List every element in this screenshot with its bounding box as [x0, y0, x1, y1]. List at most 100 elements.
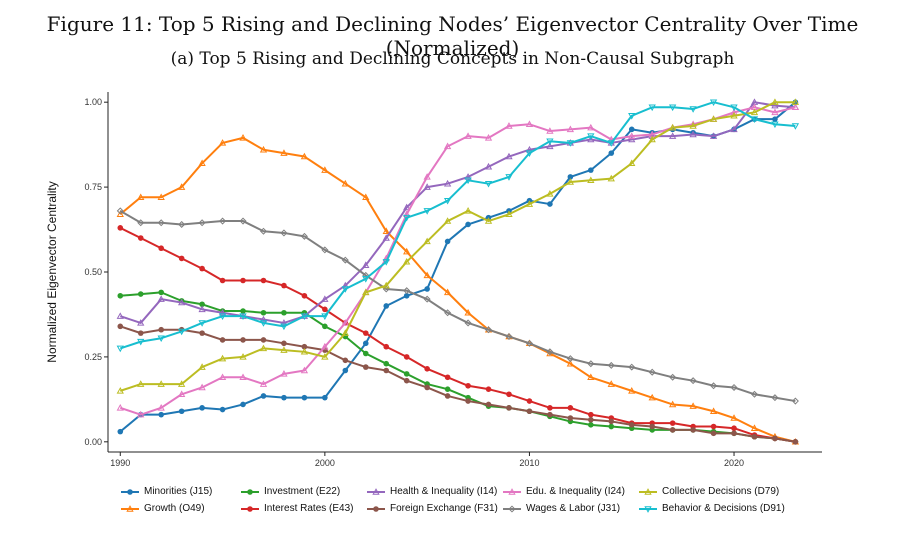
data-point-wages-labor-j31 — [546, 348, 554, 356]
data-point-growth-o49 — [669, 400, 677, 408]
data-point-wages-labor-j31 — [485, 326, 493, 334]
data-point-collective-decisions-d79 — [689, 122, 697, 129]
x-tick-label: 1990 — [110, 458, 130, 468]
legend-label: Behavior & Decisions (D91) — [662, 503, 785, 514]
data-point-foreign-exchange-f31 — [608, 418, 615, 425]
data-point-collective-decisions-d79 — [198, 363, 206, 370]
legend-marker — [508, 487, 516, 495]
data-point-wages-labor-j31 — [669, 373, 677, 381]
data-point-foreign-exchange-f31 — [301, 343, 308, 350]
data-point-wages-labor-j31 — [321, 246, 329, 254]
data-point-edu-inequality-i24 — [628, 132, 636, 139]
data-point-growth-o49 — [382, 227, 390, 234]
legend-swatch — [121, 488, 139, 495]
legend-marker — [372, 487, 380, 495]
series-line-interest-rates-e43 — [119, 226, 796, 443]
data-point-collective-decisions-d79 — [750, 108, 759, 116]
data-point-behavior-decisions-d91 — [689, 106, 697, 113]
data-point-investment-e22 — [403, 371, 410, 377]
data-point-collective-decisions-d79 — [464, 207, 472, 214]
data-point-wages-labor-j31 — [137, 219, 145, 227]
data-point-collective-decisions-d79 — [484, 217, 493, 224]
y-tick-label: 1.00 — [84, 97, 102, 107]
data-point-edu-inequality-i24 — [791, 103, 800, 111]
data-point-edu-inequality-i24 — [443, 142, 452, 150]
legend-label: Investment (E22) — [264, 486, 341, 497]
data-point-wages-labor-j31 — [628, 363, 636, 371]
series-interest-rates-e43 — [117, 225, 799, 445]
data-point-edu-inequality-i24 — [178, 390, 186, 398]
data-point-collective-decisions-d79 — [546, 190, 554, 197]
data-point-wages-labor-j31 — [300, 232, 308, 240]
series-minorities-j15 — [117, 99, 799, 435]
legend-marker — [373, 505, 379, 512]
series-line-foreign-exchange-f31 — [119, 325, 796, 443]
data-point-collective-decisions-d79 — [382, 281, 390, 289]
legend-item-health-inequality-i14: Health & Inequality (I14) — [366, 486, 502, 497]
data-point-wages-labor-j31 — [505, 333, 513, 341]
data-point-edu-inequality-i24 — [259, 380, 268, 387]
series-line-health-inequality-i14 — [119, 101, 796, 324]
series-wages-labor-j31 — [116, 207, 799, 405]
data-point-health-inequality-i14 — [341, 281, 349, 289]
data-point-behavior-decisions-d91 — [116, 345, 124, 353]
data-point-interest-rates-e43 — [322, 306, 328, 313]
data-point-collective-decisions-d79 — [771, 98, 779, 105]
data-point-behavior-decisions-d91 — [341, 286, 349, 293]
data-point-minorities-j15 — [281, 394, 287, 401]
data-point-wages-labor-j31 — [219, 217, 227, 225]
data-point-foreign-exchange-f31 — [424, 384, 430, 391]
data-point-collective-decisions-d79 — [300, 347, 309, 355]
data-point-wages-labor-j31 — [259, 227, 267, 235]
data-point-edu-inequality-i24 — [546, 127, 554, 134]
legend-label: Minorities (J15) — [144, 486, 213, 497]
data-point-interest-rates-e43 — [301, 292, 308, 299]
data-point-investment-e22 — [158, 289, 164, 296]
chart-subtitle: (a) Top 5 Rising and Declining Concepts … — [170, 49, 735, 69]
data-point-growth-o49 — [607, 380, 615, 387]
data-point-health-inequality-i14 — [280, 319, 288, 326]
data-point-foreign-exchange-f31 — [731, 430, 737, 437]
data-point-minorities-j15 — [158, 411, 164, 418]
data-point-behavior-decisions-d91 — [443, 197, 452, 205]
data-point-collective-decisions-d79 — [607, 174, 615, 182]
data-point-behavior-decisions-d91 — [464, 177, 472, 185]
legend-marker — [508, 504, 516, 513]
data-point-collective-decisions-d79 — [137, 380, 145, 387]
data-point-foreign-exchange-f31 — [628, 422, 635, 428]
data-point-behavior-decisions-d91 — [300, 313, 309, 320]
data-point-behavior-decisions-d91 — [484, 180, 493, 188]
data-point-growth-o49 — [341, 179, 349, 187]
data-point-health-inequality-i14 — [423, 183, 431, 190]
data-point-interest-rates-e43 — [199, 265, 205, 272]
data-point-edu-inequality-i24 — [116, 404, 124, 411]
data-point-minorities-j15 — [199, 405, 205, 411]
data-point-growth-o49 — [300, 152, 309, 160]
data-point-interest-rates-e43 — [424, 365, 430, 372]
data-point-collective-decisions-d79 — [423, 237, 431, 245]
data-point-interest-rates-e43 — [178, 255, 185, 262]
data-point-edu-inequality-i24 — [218, 373, 227, 381]
data-point-behavior-decisions-d91 — [709, 99, 718, 107]
data-point-minorities-j15 — [322, 394, 328, 401]
legend-swatch — [503, 504, 521, 513]
data-point-behavior-decisions-d91 — [403, 214, 411, 222]
data-point-foreign-exchange-f31 — [710, 430, 717, 437]
x-tick-label: 2020 — [724, 458, 744, 468]
legend-label: Growth (O49) — [144, 503, 205, 514]
data-point-minorities-j15 — [342, 367, 349, 374]
data-point-collective-decisions-d79 — [259, 344, 268, 352]
data-point-foreign-exchange-f31 — [444, 393, 451, 399]
legend-label: Wages & Labor (J31) — [526, 503, 621, 514]
data-point-collective-decisions-d79 — [178, 380, 186, 387]
data-point-wages-labor-j31 — [423, 295, 431, 303]
data-point-health-inequality-i14 — [178, 298, 186, 306]
data-point-interest-rates-e43 — [547, 405, 553, 411]
data-point-behavior-decisions-d91 — [628, 113, 636, 120]
data-point-behavior-decisions-d91 — [137, 338, 145, 346]
y-tick-label: 0.00 — [84, 437, 102, 447]
data-point-behavior-decisions-d91 — [771, 121, 779, 129]
data-point-collective-decisions-d79 — [280, 346, 288, 353]
data-point-behavior-decisions-d91 — [280, 323, 288, 331]
legend-swatch — [241, 505, 259, 512]
